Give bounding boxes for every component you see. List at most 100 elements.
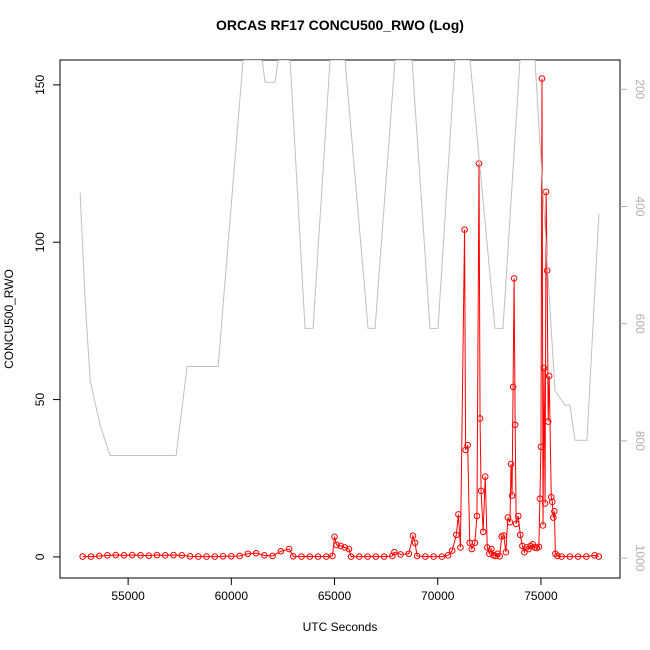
plot-frame	[59, 59, 621, 579]
data-point	[355, 553, 363, 560]
data-point	[566, 553, 574, 560]
data-point	[461, 226, 468, 233]
data-point	[397, 551, 404, 558]
data-point	[430, 553, 437, 560]
data-point	[333, 541, 340, 549]
data-point	[391, 548, 398, 556]
data-point	[510, 275, 518, 282]
data-point	[409, 532, 417, 540]
data-point	[128, 551, 136, 559]
data-point	[506, 518, 514, 526]
data-point	[523, 544, 530, 551]
data-point	[552, 550, 559, 558]
data-point	[112, 551, 120, 559]
y-tick-label: 0	[33, 553, 47, 560]
data-point	[473, 512, 481, 520]
data-point	[508, 492, 516, 499]
data-point	[517, 531, 524, 539]
data-point	[457, 544, 464, 551]
data-point	[464, 441, 471, 449]
y-tick-label: 50	[33, 393, 47, 407]
data-point	[95, 552, 103, 560]
data-point	[488, 545, 495, 553]
data-point	[537, 443, 545, 451]
data-point	[120, 552, 128, 559]
data-point	[269, 552, 276, 560]
data-point	[289, 552, 297, 560]
y2-tick-label: 1000	[633, 545, 647, 572]
data-point	[481, 473, 489, 480]
x-tick-label: 75000	[524, 589, 558, 603]
data-point	[337, 542, 345, 550]
data-point	[364, 553, 371, 560]
x-tick-label: 55000	[111, 589, 145, 603]
data-point	[547, 493, 555, 501]
y2-tick-label: 800	[633, 431, 647, 451]
data-point	[104, 552, 111, 559]
data-point	[145, 552, 153, 559]
data-point	[380, 553, 388, 560]
data-point	[492, 552, 499, 560]
data-point	[178, 552, 186, 559]
data-point	[519, 542, 526, 550]
x-tick-label: 70000	[421, 589, 455, 603]
data-point	[347, 553, 355, 560]
data-point	[483, 544, 491, 551]
data-point	[438, 553, 446, 560]
y2-tick-label: 200	[633, 79, 647, 99]
x-tick-label: 60000	[215, 589, 249, 603]
data-point	[372, 553, 380, 560]
data-point	[548, 498, 556, 506]
data-point	[558, 553, 565, 560]
data-point	[252, 549, 260, 557]
data-point	[574, 553, 582, 560]
data-point	[468, 545, 476, 553]
data-point	[186, 552, 194, 560]
data-point	[583, 553, 590, 560]
data-point	[444, 552, 452, 559]
data-point	[306, 553, 314, 560]
data-point	[550, 514, 557, 521]
data-point	[79, 553, 87, 560]
data-point	[261, 552, 268, 559]
data-point	[544, 418, 552, 425]
data-point	[244, 550, 252, 558]
data-point	[170, 551, 177, 559]
data-point	[551, 507, 558, 515]
data-point	[453, 531, 460, 539]
data-point	[535, 543, 543, 551]
data-point	[411, 539, 419, 547]
data-point	[341, 544, 349, 551]
data-point	[87, 553, 95, 560]
data-point	[538, 75, 546, 82]
y2-tick-label: 600	[633, 314, 647, 334]
data-point	[541, 500, 549, 507]
series-line	[82, 78, 599, 558]
data-point	[331, 533, 338, 541]
data-point	[511, 421, 519, 429]
data-point	[194, 553, 202, 560]
data-point	[500, 532, 508, 539]
data-point	[509, 383, 517, 391]
x-tick-label: 65000	[318, 589, 352, 603]
data-point	[405, 550, 413, 558]
data-point	[476, 415, 484, 422]
data-point	[422, 553, 429, 560]
data-point	[161, 552, 169, 559]
data-point	[540, 364, 548, 372]
data-point	[455, 511, 462, 518]
data-point	[514, 512, 522, 520]
data-point	[298, 553, 305, 560]
data-point	[219, 552, 227, 560]
y-axis-label: CONCU500_RWO	[2, 269, 16, 369]
data-point	[329, 552, 336, 560]
data-point	[539, 522, 547, 529]
data-point	[471, 539, 479, 547]
y2-tick-label: 400	[633, 196, 647, 216]
data-point	[236, 552, 243, 560]
data-point	[554, 552, 561, 560]
data-point	[591, 552, 598, 559]
data-point	[345, 545, 353, 553]
series-line	[79, 60, 600, 457]
